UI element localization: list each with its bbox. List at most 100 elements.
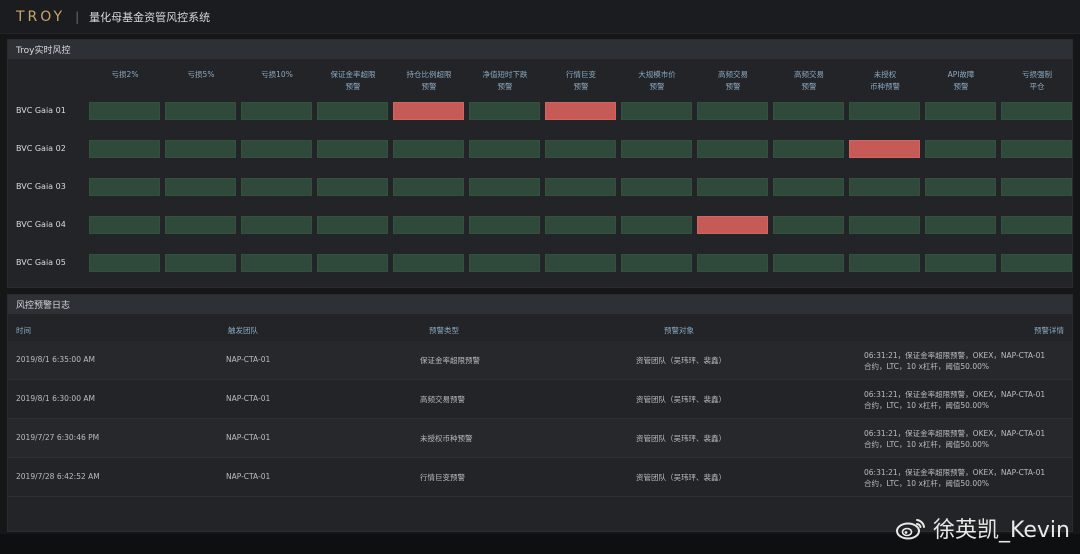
risk-column-header: 行情巨变 预警 bbox=[566, 70, 596, 91]
risk-column-header: 亏损2% bbox=[111, 70, 139, 79]
log-team: NAP-CTA-01 bbox=[226, 472, 271, 481]
risk-column-header: API故障 预警 bbox=[947, 70, 975, 91]
risk-cell-normal[interactable] bbox=[89, 140, 160, 158]
risk-cell-normal[interactable] bbox=[925, 178, 996, 196]
risk-cell-normal[interactable] bbox=[849, 254, 920, 272]
risk-cell-normal[interactable] bbox=[545, 140, 616, 158]
header-divider: | bbox=[75, 9, 80, 24]
risk-cell-normal[interactable] bbox=[925, 102, 996, 120]
risk-cell-alert[interactable] bbox=[393, 102, 464, 120]
risk-cell-normal[interactable] bbox=[773, 140, 844, 158]
risk-cell-normal[interactable] bbox=[545, 216, 616, 234]
risk-cell-normal[interactable] bbox=[317, 254, 388, 272]
log-target: 资管团队（吴玮玶、裴鑫） bbox=[636, 434, 726, 443]
risk-cell-normal[interactable] bbox=[165, 102, 236, 120]
app-title: 量化母基金资管风控系统 bbox=[89, 10, 211, 24]
risk-cell-normal[interactable] bbox=[697, 178, 768, 196]
risk-cell-normal[interactable] bbox=[89, 178, 160, 196]
risk-cell-normal[interactable] bbox=[849, 102, 920, 120]
risk-cell-normal[interactable] bbox=[317, 178, 388, 196]
risk-cell-normal[interactable] bbox=[89, 254, 160, 272]
log-type: 保证金率超限预警 bbox=[420, 356, 480, 365]
risk-cell-normal[interactable] bbox=[317, 216, 388, 234]
log-header-target: 预警对象 bbox=[664, 326, 694, 335]
risk-cell-normal[interactable] bbox=[165, 254, 236, 272]
log-target: 资管团队（吴玮玶、裴鑫） bbox=[636, 395, 726, 404]
risk-cell-normal[interactable] bbox=[1001, 178, 1072, 196]
bottom-bar bbox=[0, 534, 1080, 554]
log-detail-line: 合约，LTC，10 x杠杆，阈值50.00% bbox=[864, 440, 989, 449]
risk-cell-normal[interactable] bbox=[849, 178, 920, 196]
risk-column-header: 持仓比例超限 预警 bbox=[406, 70, 452, 91]
log-team: NAP-CTA-01 bbox=[226, 433, 271, 442]
risk-cell-normal[interactable] bbox=[241, 178, 312, 196]
risk-cell-normal[interactable] bbox=[773, 216, 844, 234]
log-panel-title: 风控预警日志 bbox=[8, 295, 1072, 314]
log-detail-line: 06:31:21，保证金率超限预警，OKEX，NAP-CTA-01 bbox=[864, 429, 1046, 438]
risk-cell-normal[interactable] bbox=[393, 140, 464, 158]
risk-cell-normal[interactable] bbox=[241, 216, 312, 234]
risk-cell-alert[interactable] bbox=[545, 102, 616, 120]
risk-cell-normal[interactable] bbox=[1001, 140, 1072, 158]
log-detail-line: 合约，LTC，10 x杠杆，阈值50.00% bbox=[864, 362, 989, 371]
weibo-icon bbox=[896, 519, 926, 540]
risk-cell-normal[interactable] bbox=[469, 140, 540, 158]
log-row[interactable]: 2019/7/28 6:42:52 AM NAP-CTA-01 行情巨变预警 资管团队… bbox=[8, 458, 1072, 497]
risk-cell-normal[interactable] bbox=[773, 178, 844, 196]
risk-cell-alert[interactable] bbox=[849, 140, 920, 158]
risk-cell-normal[interactable] bbox=[241, 140, 312, 158]
risk-cell-normal[interactable] bbox=[469, 178, 540, 196]
risk-cell-normal[interactable] bbox=[621, 140, 692, 158]
risk-cell-normal[interactable] bbox=[697, 140, 768, 158]
risk-cell-alert[interactable] bbox=[697, 216, 768, 234]
risk-cell-normal[interactable] bbox=[393, 216, 464, 234]
risk-cell-normal[interactable] bbox=[241, 254, 312, 272]
log-type: 行情巨变预警 bbox=[420, 473, 465, 482]
risk-cell-normal[interactable] bbox=[89, 216, 160, 234]
risk-cell-normal[interactable] bbox=[165, 178, 236, 196]
risk-cell-normal[interactable] bbox=[393, 178, 464, 196]
risk-cell-normal[interactable] bbox=[697, 102, 768, 120]
risk-column-header: 保证金率超限 预警 bbox=[330, 70, 376, 91]
log-header-type: 预警类型 bbox=[429, 326, 459, 335]
risk-cell-normal[interactable] bbox=[393, 254, 464, 272]
log-row[interactable]: 2019/8/1 6:30:00 AM NAP-CTA-01 高频交易预警 资管团队（… bbox=[8, 380, 1072, 419]
log-detail: 06:31:21，保证金率超限预警，OKEX，NAP-CTA-01 合约，LTC，… bbox=[864, 350, 1064, 372]
risk-cell-normal[interactable] bbox=[925, 140, 996, 158]
risk-cell-normal[interactable] bbox=[849, 216, 920, 234]
log-detail-line: 合约，LTC，10 x杠杆，阈值50.00% bbox=[864, 401, 989, 410]
risk-cell-normal[interactable] bbox=[89, 102, 160, 120]
risk-row-label: BVC Gaia 04 bbox=[16, 220, 66, 229]
log-row[interactable]: 2019/7/27 6:30:46 PM NAP-CTA-01 未授权币种预警 资管团… bbox=[8, 419, 1072, 458]
risk-cell-normal[interactable] bbox=[165, 140, 236, 158]
risk-cell-normal[interactable] bbox=[241, 102, 312, 120]
risk-cell-normal[interactable] bbox=[469, 254, 540, 272]
risk-cell-normal[interactable] bbox=[469, 102, 540, 120]
risk-cell-normal[interactable] bbox=[773, 254, 844, 272]
risk-cell-normal[interactable] bbox=[469, 216, 540, 234]
risk-column-header: 高频交易 预警 bbox=[794, 70, 824, 91]
risk-cell-normal[interactable] bbox=[925, 254, 996, 272]
risk-cell-normal[interactable] bbox=[165, 216, 236, 234]
risk-cell-normal[interactable] bbox=[1001, 254, 1072, 272]
risk-column-header: 亏损10% bbox=[261, 70, 293, 79]
log-time: 2019/7/27 6:30:46 PM bbox=[16, 433, 100, 442]
risk-cell-normal[interactable] bbox=[621, 216, 692, 234]
risk-cell-normal[interactable] bbox=[317, 140, 388, 158]
risk-cell-normal[interactable] bbox=[545, 178, 616, 196]
log-row[interactable]: 2019/8/1 6:35:00 AM NAP-CTA-01 保证金率超限预警 资管团… bbox=[8, 341, 1072, 380]
risk-cell-normal[interactable] bbox=[317, 102, 388, 120]
log-detail: 06:31:21，保证金率超限预警，OKEX，NAP-CTA-01 合约，LTC，… bbox=[864, 467, 1064, 489]
risk-cell-normal[interactable] bbox=[697, 254, 768, 272]
risk-cell-normal[interactable] bbox=[621, 178, 692, 196]
risk-cell-normal[interactable] bbox=[925, 216, 996, 234]
log-time: 2019/8/1 6:35:00 AM bbox=[16, 355, 95, 364]
log-header-time: 时间 bbox=[16, 326, 31, 335]
log-detail-line: 06:31:21，保证金率超限预警，OKEX，NAP-CTA-01 bbox=[864, 390, 1046, 399]
risk-cell-normal[interactable] bbox=[621, 254, 692, 272]
risk-cell-normal[interactable] bbox=[621, 102, 692, 120]
risk-cell-normal[interactable] bbox=[1001, 216, 1072, 234]
risk-cell-normal[interactable] bbox=[545, 254, 616, 272]
risk-cell-normal[interactable] bbox=[773, 102, 844, 120]
risk-cell-normal[interactable] bbox=[1001, 102, 1072, 120]
